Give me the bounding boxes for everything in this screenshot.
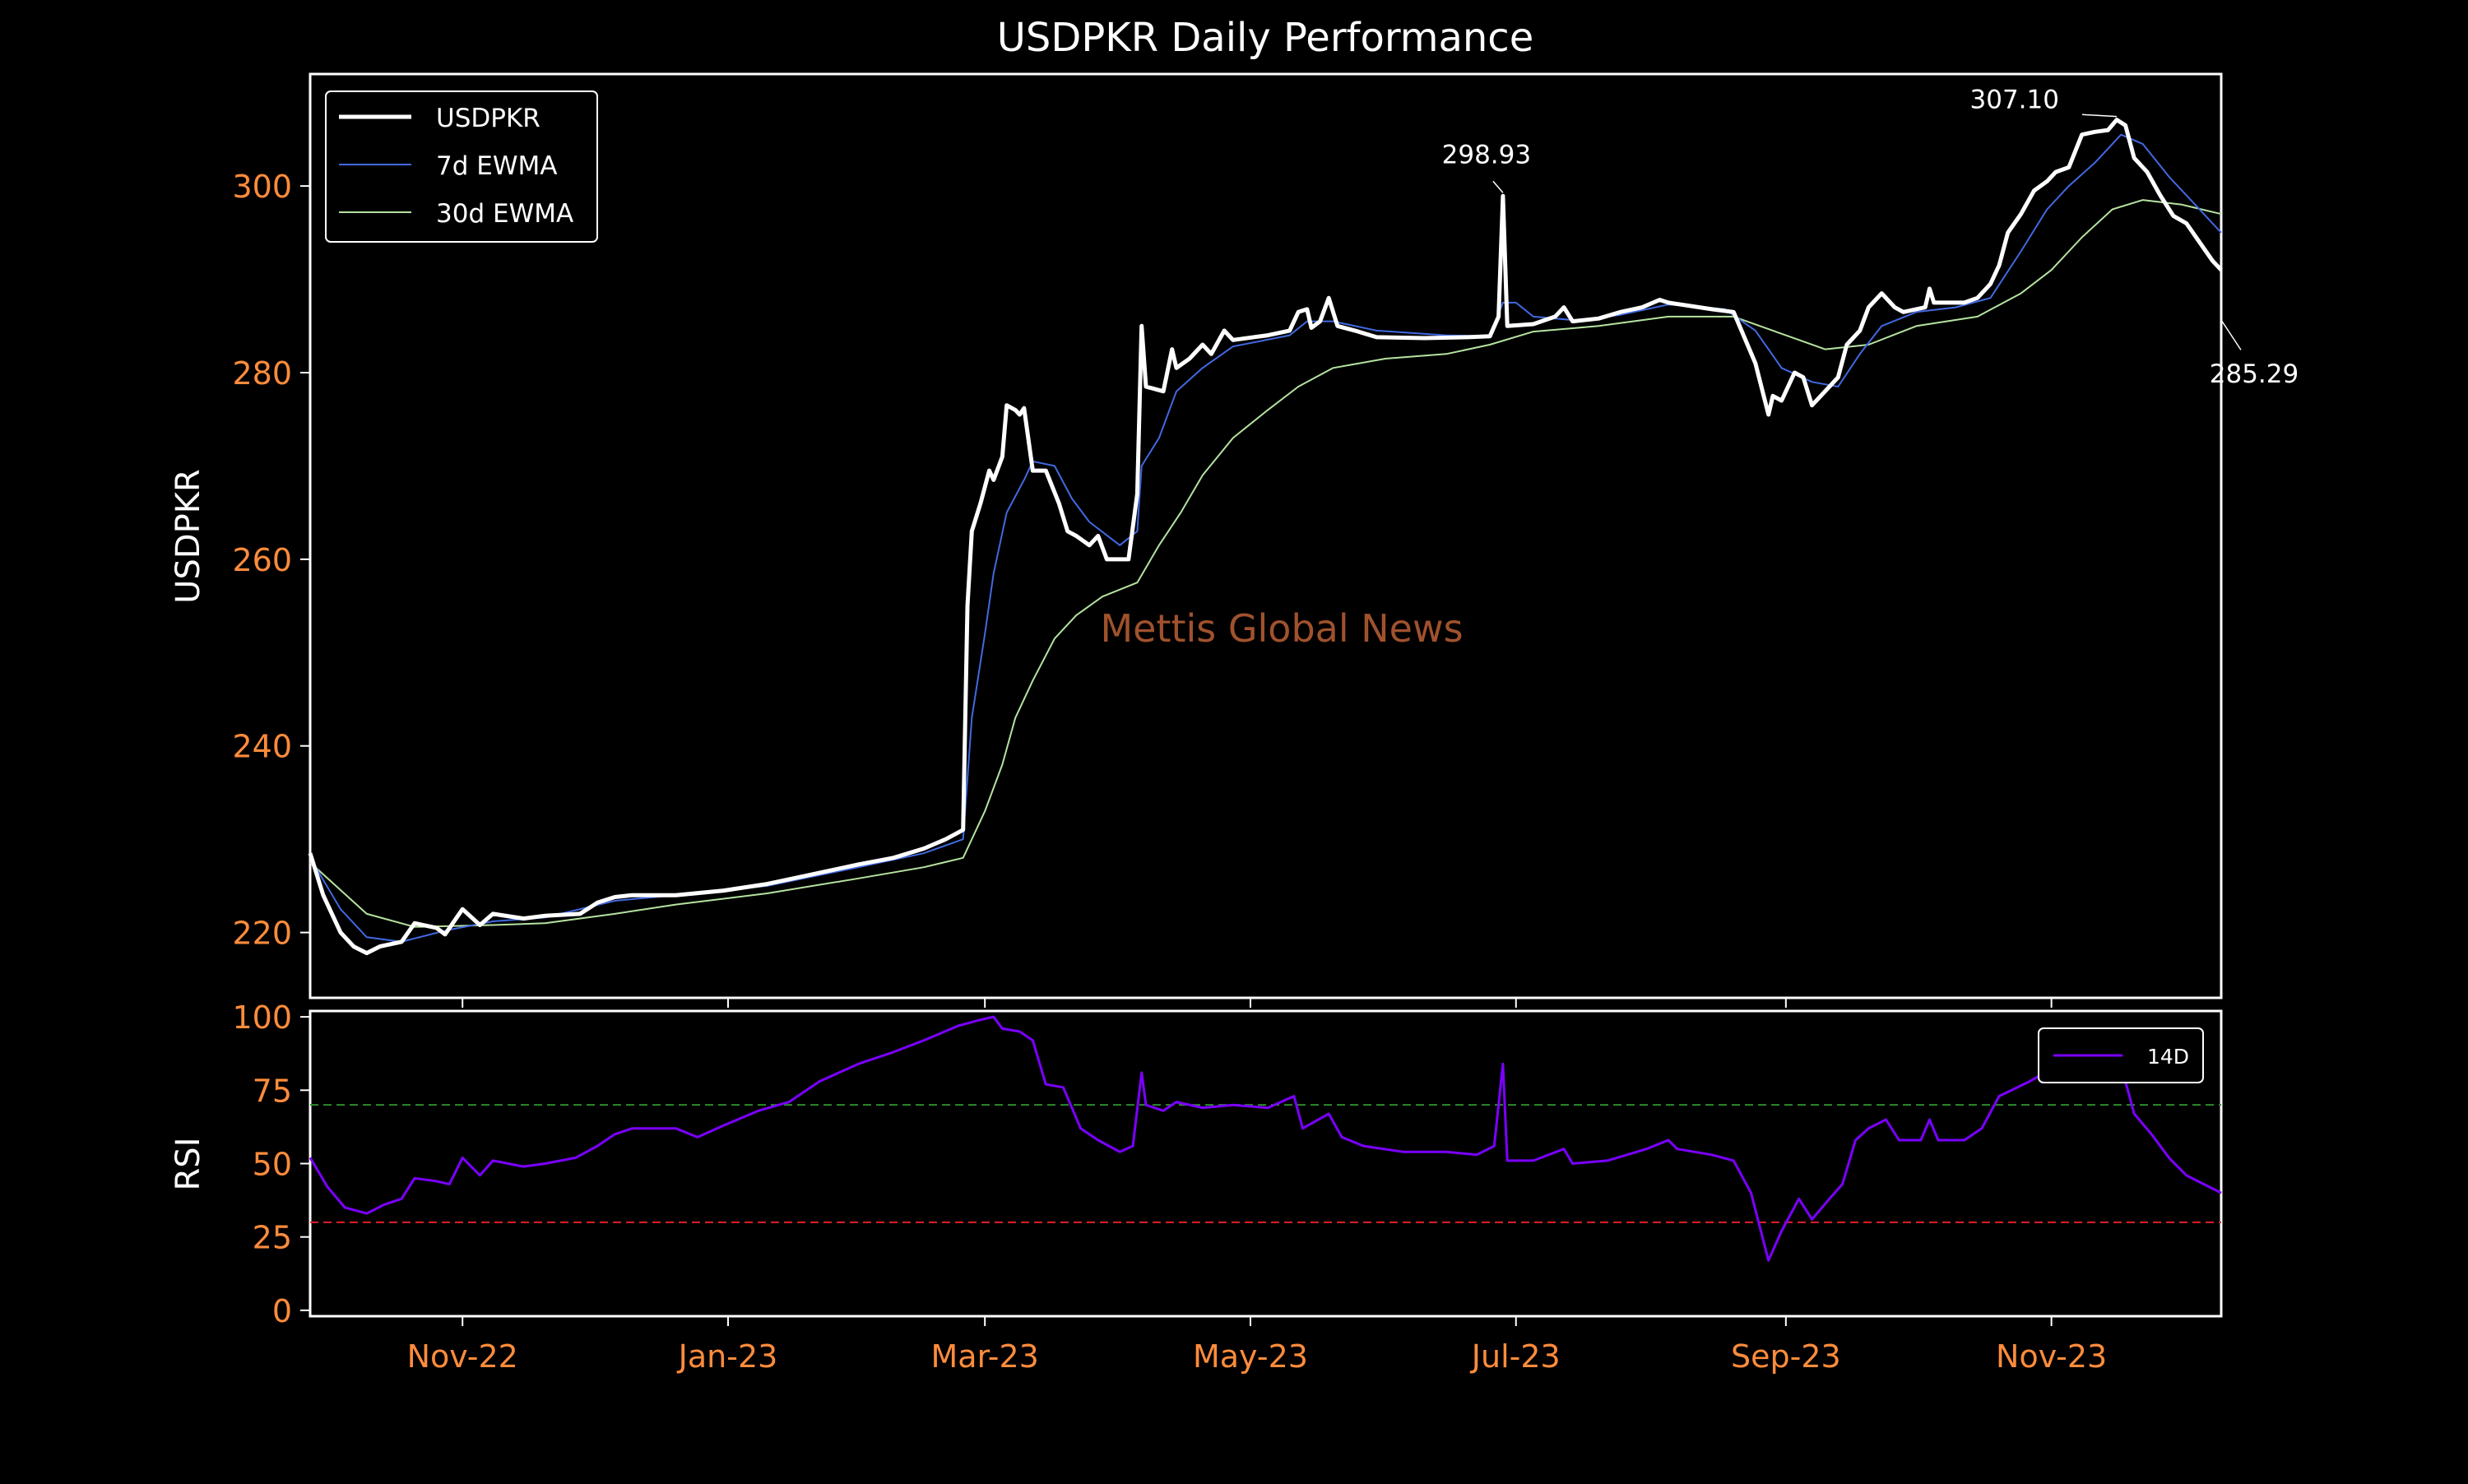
price-y-tick-label: 280 [232, 355, 292, 392]
x-tick-label: Nov-23 [1996, 1338, 2107, 1375]
rsi-y-axis: 0 25 50 75 100 [232, 999, 310, 1329]
price-annotations: 298.93 307.10 285.29 [1442, 86, 2299, 389]
rsi-series-group [308, 1015, 2222, 1262]
chart-title: USDPKR Daily Performance [997, 15, 1533, 61]
price-y-tick-label: 300 [232, 169, 292, 205]
x-tick-label: Jul-23 [1470, 1338, 1561, 1375]
price-panel-frame [308, 72, 2223, 999]
series-line-usdpkr [308, 118, 2223, 956]
annotation-leader [1492, 180, 1504, 193]
rsi-y-axis-label: RSI [169, 1138, 207, 1191]
annotation-label: 307.10 [1970, 86, 2059, 115]
rsi-y-tick-label: 75 [253, 1073, 292, 1109]
series-line-ewma7 [309, 133, 2222, 943]
x-tick-label: Mar-23 [931, 1338, 1039, 1375]
rsi-panel: 0 25 50 75 100 Nov-22 Jan-23 Mar-23 May-23 Jul-2… [169, 999, 2223, 1375]
price-y-axis-label: USDPKR [169, 469, 207, 604]
legend-label-ewma30: 30d EWMA [436, 199, 573, 229]
price-series-group [308, 118, 2223, 956]
annotation-leader [2081, 114, 2118, 118]
price-y-tick-label: 260 [232, 542, 292, 578]
price-y-axis: 220 240 260 280 300 [232, 169, 310, 952]
annotation-label: 285.29 [2210, 359, 2299, 389]
annotation-label: 298.93 [1442, 140, 1531, 169]
x-axis: Nov-22 Jan-23 Mar-23 May-23 Jul-23 Sep-23 Nov-… [407, 1316, 2107, 1375]
price-x-ticks [462, 998, 2053, 1008]
price-panel: 220 240 260 280 300 Mettis Global News 298.9… [169, 15, 2299, 1008]
series-line-rsi [308, 1015, 2222, 1262]
legend-label-usdpkr: USDPKR [436, 104, 540, 133]
watermark: Mettis Global News [1100, 606, 1463, 651]
series-line-ewma30 [309, 199, 2222, 928]
rsi-y-tick-label: 0 [272, 1293, 292, 1329]
annotation-leader [2220, 319, 2242, 350]
x-tick-label: Sep-23 [1731, 1338, 1841, 1375]
x-tick-label: Nov-22 [407, 1338, 518, 1375]
rsi-panel-frame [308, 1009, 2223, 1318]
price-y-tick-label: 240 [232, 729, 292, 765]
rsi-y-tick-label: 50 [253, 1147, 292, 1183]
rsi-y-tick-label: 100 [232, 999, 292, 1036]
price-y-tick-label: 220 [232, 916, 292, 952]
x-tick-label: May-23 [1193, 1338, 1308, 1375]
price-legend: USDPKR 7d EWMA 30d EWMA [325, 90, 598, 243]
x-tick-label: Jan-23 [677, 1338, 778, 1375]
rsi-reference-lines [310, 1104, 2221, 1223]
price-legend-box [325, 90, 598, 243]
rsi-y-tick-label: 25 [253, 1220, 292, 1256]
legend-label-ewma7: 7d EWMA [436, 151, 557, 181]
legend-label-rsi: 14D [2147, 1045, 2189, 1069]
rsi-legend: 14D [2038, 1027, 2204, 1083]
